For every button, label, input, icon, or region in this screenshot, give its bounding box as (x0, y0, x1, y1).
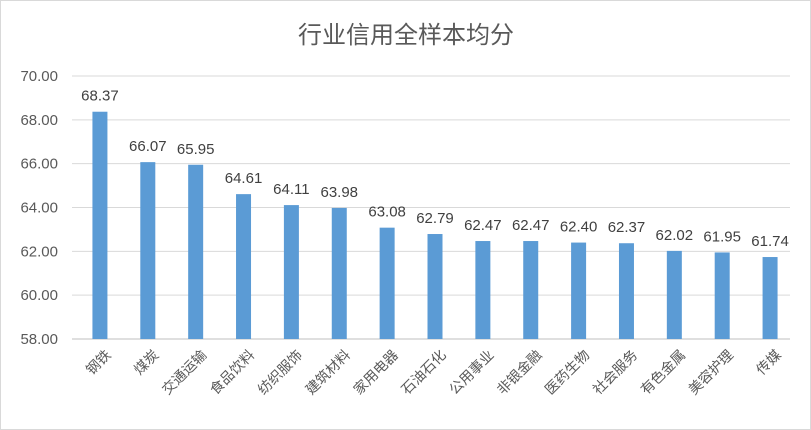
data-label: 62.40 (560, 219, 598, 236)
data-label: 64.11 (273, 181, 309, 198)
x-tick-label: 传媒 (754, 347, 785, 378)
data-label: 68.37 (81, 88, 119, 105)
data-label: 65.95 (177, 141, 215, 158)
bars (92, 111, 778, 339)
y-tick-label: 70.00 (20, 68, 58, 85)
data-label: 62.02 (656, 227, 694, 244)
bar (331, 207, 347, 339)
bar (92, 111, 108, 339)
bar (475, 241, 491, 339)
x-tick-label: 建筑材料 (303, 347, 354, 398)
y-tick-label: 62.00 (20, 243, 58, 260)
x-axis-ticks: 钢铁 煤炭交通运输食品饮料纺织服饰建筑材料家用电器石油石化公用事业非银金融医药生物… (83, 347, 784, 399)
bar (236, 194, 252, 339)
data-label: 66.07 (129, 138, 167, 155)
x-tick-label: 食品饮料 (207, 347, 259, 399)
bar (140, 162, 156, 339)
data-label: 61.95 (703, 228, 741, 245)
x-tick-label: 美容护理 (685, 347, 737, 399)
x-tick-label: 医药生物 (542, 347, 593, 398)
data-labels: 68.37 66.07 65.95 64.61 64.11 63.98 63.08 62.79… (81, 88, 789, 250)
x-tick-label: 有色金属 (637, 347, 689, 399)
data-label: 62.47 (512, 217, 550, 234)
bar (283, 205, 299, 339)
bar (762, 257, 778, 339)
data-label: 63.08 (368, 204, 406, 221)
x-tick-label: 家用电器 (350, 347, 402, 399)
bar (618, 243, 634, 339)
y-tick-label: 60.00 (20, 287, 58, 304)
x-tick-label: 纺织服饰 (255, 347, 306, 398)
bar (523, 241, 539, 339)
bar (571, 242, 587, 339)
y-tick-label: 58.00 (20, 331, 58, 348)
data-label: 61.74 (751, 233, 789, 250)
data-label: 62.47 (464, 217, 502, 234)
bar (379, 227, 395, 339)
x-tick-label: 非银金融 (494, 347, 545, 398)
chart-title: 行业信用全样本均分 (298, 21, 514, 49)
x-tick-label: 石油石化 (399, 347, 450, 398)
bar (666, 250, 682, 339)
data-label: 62.79 (416, 210, 454, 227)
x-tick-label: 钢铁 (83, 347, 114, 378)
y-axis-ticks: 58.00 60.00 62.00 64.00 66.00 68.00 70.00 (20, 68, 58, 348)
data-label: 63.98 (320, 184, 358, 201)
bar (427, 234, 443, 339)
x-tick-label: 社会服务 (590, 347, 641, 398)
bar (714, 252, 730, 339)
y-tick-label: 66.00 (20, 156, 58, 173)
x-tick-label: 公用事业 (447, 347, 498, 398)
bar (188, 164, 204, 339)
data-label: 62.37 (608, 219, 646, 236)
x-tick-label: 煤炭 (131, 347, 162, 378)
y-tick-label: 64.00 (20, 200, 58, 217)
y-tick-label: 68.00 (20, 112, 58, 129)
x-tick-label: 交通运输 (159, 347, 211, 399)
data-label: 64.61 (225, 170, 263, 187)
